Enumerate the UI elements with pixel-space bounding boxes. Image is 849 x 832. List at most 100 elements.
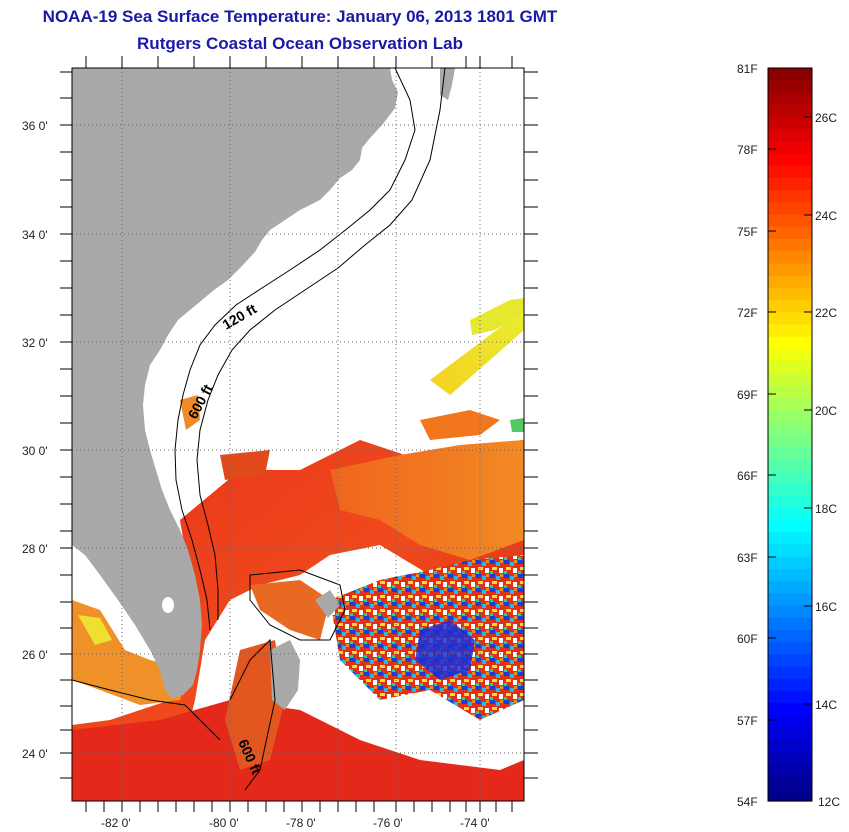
map-subtitle: Rutgers Coastal Ocean Observation Lab: [137, 34, 463, 53]
sst-yellow-streak-2: [470, 298, 524, 335]
colorbar-f-label-60: 60F: [737, 632, 758, 646]
land-southeast-us: [72, 68, 398, 698]
colorbar-f-ticks: [768, 67, 776, 721]
lat-label-26: 26 0': [22, 648, 48, 662]
colorbar-band: [768, 165, 812, 179]
map-frame: [71, 67, 525, 802]
colorbar-band: [768, 788, 812, 802]
colorbar-band: [768, 507, 812, 521]
colorbar-c-label-18: 18C: [815, 502, 837, 516]
colorbar-c-label-20: 20C: [815, 404, 837, 418]
colorbar-band: [768, 629, 812, 643]
colorbar-c-label-24: 24C: [815, 209, 837, 223]
colorbar-f-label-69: 69F: [737, 388, 758, 402]
colorbar-band: [768, 520, 812, 533]
lat-label-36: 36 0': [22, 119, 48, 133]
colorbar-band: [768, 495, 812, 509]
colorbar-band: [768, 764, 812, 778]
contour-straits: [229, 638, 276, 791]
colorbar-band: [768, 336, 812, 350]
colorbar-band: [768, 666, 812, 680]
colorbar-band: [768, 568, 812, 582]
sst-sargasso-orange: [330, 440, 524, 560]
colorbar-band: [768, 581, 812, 594]
sst-cold-patch: [415, 620, 475, 680]
land-bahama-small: [315, 590, 340, 618]
colorbar-c-label-26: 26C: [815, 111, 837, 125]
colorbar-f-label-81: 81F: [737, 62, 758, 76]
colorbar-f-label-57: 57F: [737, 714, 758, 728]
colorbar-band: [768, 202, 812, 216]
sst-east-green: [510, 418, 524, 432]
sst-yellow-streak: [430, 305, 524, 395]
sst-nearshore-2: [220, 450, 270, 480]
lat-label-32: 32 0': [22, 336, 48, 350]
sst-south-warm: [72, 700, 524, 801]
colorbar-c-label-22: 22C: [815, 306, 837, 320]
colorbar-f-label-63: 63F: [737, 551, 758, 565]
sst-nearshore: [180, 395, 200, 430]
colorbar-band: [768, 263, 812, 277]
contour-600ft: [196, 68, 446, 620]
lon-label-82: -82 0': [101, 816, 131, 830]
land-andros: [270, 640, 300, 710]
colorbar-frame: [767, 67, 813, 802]
lake-okeechobee: [162, 597, 174, 613]
lon-label-74: -74 0': [460, 816, 490, 830]
colorbar-band: [768, 556, 812, 570]
colorbar-band: [768, 190, 812, 203]
colorbar-band: [768, 715, 812, 729]
colorbar-band: [768, 617, 812, 631]
colorbar-c-ticks: [804, 116, 812, 705]
colorbar-band: [768, 348, 812, 362]
colorbar-band: [768, 153, 812, 167]
colorbar-band: [768, 532, 812, 546]
colorbar-band: [768, 397, 812, 411]
colorbar-band: [768, 483, 812, 497]
contour-keys: [72, 679, 221, 741]
colorbar-band: [768, 678, 812, 692]
lat-label-34: 34 0': [22, 228, 48, 242]
colorbar-band: [768, 177, 812, 191]
lat-label-28: 28 0': [22, 542, 48, 556]
colorbar-f-label-54: 54F: [737, 795, 758, 809]
colorbar-band: [768, 727, 812, 741]
map-title: NOAA-19 Sea Surface Temperature: January…: [42, 7, 558, 26]
colorbar-band: [768, 312, 812, 326]
colorbar-band: [768, 703, 812, 717]
colorbar-band: [768, 226, 812, 240]
colorbar-f-label-72: 72F: [737, 306, 758, 320]
colorbar-bands: [768, 68, 812, 802]
colorbar-f-label-75: 75F: [737, 225, 758, 239]
colorbar-band: [768, 434, 812, 448]
sst-bank-orange: [250, 580, 330, 640]
colorbar-band: [768, 361, 812, 375]
colorbar-c-label-16: 16C: [815, 600, 837, 614]
contour-bahamas: [249, 569, 346, 641]
colorbar-band: [768, 68, 812, 81]
colorbar-band: [768, 739, 812, 753]
colorbar-band: [768, 544, 812, 558]
colorbar-band: [768, 422, 812, 436]
lon-label-80: -80 0': [209, 816, 239, 830]
colorbar-band: [768, 239, 812, 252]
colorbar-band: [768, 410, 812, 423]
colorbar-band: [768, 605, 812, 619]
sst-map: 120 ft 600 ft 600 ft: [22, 56, 538, 830]
colorbar-band: [768, 287, 812, 301]
colorbar-band: [768, 691, 812, 704]
colorbar-band: [768, 300, 812, 313]
colorbar-band: [768, 80, 812, 94]
colorbar-band: [768, 214, 812, 228]
colorbar-band: [768, 116, 812, 130]
sst-florida-straits: [225, 640, 285, 770]
lat-tick-marks: [60, 71, 538, 779]
colorbar-band: [768, 593, 812, 607]
colorbar-band: [768, 752, 812, 765]
colorbar-c-label-12: 12C: [818, 795, 840, 809]
lat-lon-grid: [72, 68, 524, 801]
colorbar-band: [768, 385, 812, 399]
lat-label-24: 24 0': [22, 747, 48, 761]
lon-label-78: -78 0': [286, 816, 316, 830]
colorbar-band: [768, 92, 812, 106]
